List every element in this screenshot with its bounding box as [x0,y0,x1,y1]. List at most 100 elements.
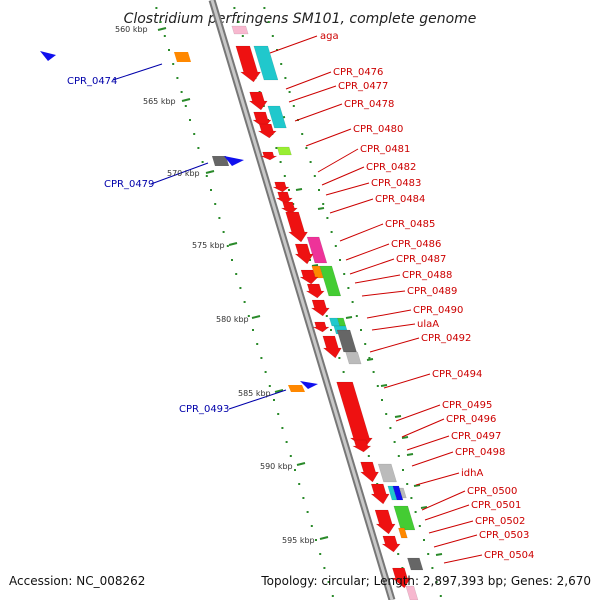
gene-label[interactable]: CPR_0495 [442,400,492,411]
scale-label: 580 kbp [216,315,249,324]
leader-line [321,166,365,186]
gene-label[interactable]: CPR_0483 [371,178,421,189]
guide-dot [347,287,350,289]
gene-label[interactable]: CPR_0493 [179,404,229,415]
guide-dot [423,539,425,541]
gene-arrow [248,91,268,111]
guide-dot [275,147,278,149]
gene-label[interactable]: CPR_0502 [475,516,525,527]
strand-tick [401,436,409,439]
gene-label[interactable]: CPR_0489 [407,286,457,297]
gene-label[interactable]: CPR_0500 [467,486,517,497]
guide-dot [305,147,308,149]
guide-dot [214,203,217,205]
gene-arrow [272,181,290,193]
guide-dot [368,357,371,359]
guide-dot [327,581,330,583]
gene-arrow [351,439,372,453]
guide-dot [280,63,283,65]
guide-dot [439,595,442,597]
guide-dot [218,217,221,219]
gene-arrow [294,243,314,265]
guide-dot [310,525,313,527]
gene-label[interactable]: CPR_0478 [344,99,394,110]
gene-label[interactable]: CPR_0476 [333,67,383,78]
gene-label[interactable]: CPR_0488 [402,270,452,281]
strand-tick [394,415,402,418]
leader-line [369,337,420,353]
strand-tick [406,453,414,456]
strand-tick [311,264,319,267]
guide-dot [318,189,320,191]
gene-arrow [312,321,330,333]
guide-dot [264,371,267,373]
scale-label: 595 kbp [282,536,315,545]
gene-block [405,585,419,600]
gene-label[interactable]: CPR_0492 [421,333,471,344]
gene-label[interactable]: CPR_0485 [385,219,435,230]
gene-label[interactable]: CPR_0498 [455,447,505,458]
gene-block [392,485,404,501]
guide-dot [288,91,291,93]
gene-block [319,265,342,297]
leader-line [269,35,318,54]
gene-arrow [305,283,325,299]
gene-arrow [310,299,330,317]
gene-label[interactable]: CPR_0496 [446,414,496,425]
guide-dot [252,329,254,331]
leader-line [294,103,343,122]
gene-label[interactable]: CPR_0497 [451,431,501,442]
gene-label[interactable]: CPR_0501 [471,500,521,511]
gene-label[interactable]: CPR_0474 [67,76,117,87]
gene-label[interactable]: aga [320,31,339,42]
leader-line [443,554,483,564]
guide-dot [271,35,274,37]
guide-dot [233,7,236,9]
gene-arrow [299,269,319,285]
guide-dot [247,315,250,317]
guide-dot [313,175,316,177]
gene-label[interactable]: CPR_0494 [432,369,482,380]
gene-label[interactable]: CPR_0479 [104,179,154,190]
gene-label[interactable]: idhA [461,468,483,479]
guide-dot [239,287,242,289]
gene-arrow [40,51,56,61]
gene-label[interactable]: ulaA [417,319,439,330]
guide-dot [381,399,383,401]
gene-label[interactable]: CPR_0503 [479,530,529,541]
gene-label[interactable]: CPR_0490 [413,305,463,316]
leader-line [112,63,163,81]
guide-dot [241,35,244,37]
label-leader-lines [112,35,483,564]
scale-tick [274,389,284,393]
guide-dot [292,105,295,107]
guide-dot [376,385,379,387]
gene-label[interactable]: CPR_0484 [375,194,425,205]
strand-tick [295,188,303,191]
guide-dot [168,49,170,51]
scale-label: 585 kbp [238,389,271,398]
gene-label[interactable]: CPR_0480 [353,124,403,135]
gene-label[interactable]: CPR_0504 [484,550,534,561]
guide-dot [243,301,246,303]
guide-dot [385,413,388,415]
gene-label[interactable]: CPR_0482 [366,162,416,173]
gene-label[interactable]: CPR_0486 [391,239,441,250]
gene-label[interactable]: CPR_0487 [396,254,446,265]
gene-label[interactable]: CPR_0477 [338,81,388,92]
leader-line [150,162,209,185]
guide-dot [268,385,271,387]
genome-backbone [208,0,396,600]
gene-arrow [260,151,278,161]
gene-block [345,351,362,365]
gene-label[interactable]: CPR_0481 [360,144,410,155]
scale-label: 575 kbp [192,241,225,250]
guide-dot [298,483,301,485]
scale-tick [181,98,191,102]
guide-dot [389,427,392,429]
scale-tick [205,170,215,174]
guide-dot [235,273,238,275]
gene-arrow [300,381,318,389]
guide-dot [315,539,317,541]
guide-dot [397,553,400,555]
